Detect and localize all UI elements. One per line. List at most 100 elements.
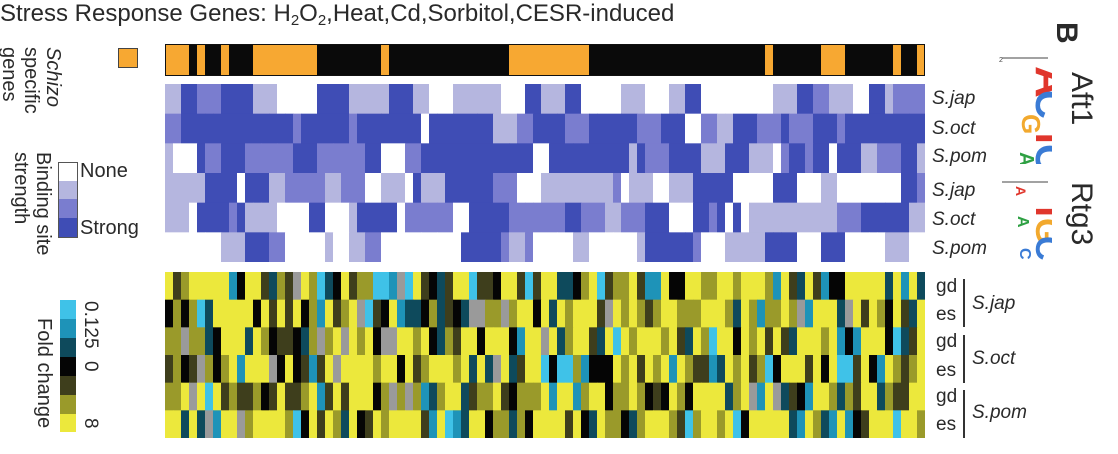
binding-cell xyxy=(669,143,678,174)
fold-cell xyxy=(829,272,838,301)
binding-cell xyxy=(781,143,790,174)
fold-cell xyxy=(773,327,782,356)
fold-cell xyxy=(469,410,478,438)
fold-cell xyxy=(349,327,358,356)
fold-cell xyxy=(357,382,366,411)
fold-cell xyxy=(757,382,766,411)
fold-cell xyxy=(725,327,734,356)
fold-cell xyxy=(261,410,270,438)
fold-cell xyxy=(749,355,758,384)
fold-cell xyxy=(205,327,214,356)
fold-cell xyxy=(357,355,366,384)
fold-cell xyxy=(389,272,398,301)
fold-cell xyxy=(245,327,254,356)
fold-cell xyxy=(381,299,390,328)
binding-cell xyxy=(349,113,358,144)
fold-cell xyxy=(189,382,198,411)
fold-cell xyxy=(477,382,486,411)
binding-cell xyxy=(725,202,734,233)
svg-text:G: G xyxy=(1028,218,1052,244)
fold-cell xyxy=(237,299,246,328)
fold-cell xyxy=(525,299,534,328)
binding-cell xyxy=(205,143,222,174)
fold-cell xyxy=(357,327,366,356)
binding-cell xyxy=(765,232,774,262)
fold-cell xyxy=(269,272,278,301)
fold-cell xyxy=(781,355,790,384)
fold-cell xyxy=(901,327,910,356)
fold-cell xyxy=(829,355,838,384)
binding-cell xyxy=(517,113,534,144)
specific-swatch xyxy=(118,48,138,68)
fold-cell xyxy=(781,272,790,301)
fold-cell xyxy=(357,272,366,301)
fold-cell xyxy=(229,327,238,356)
binding-cell xyxy=(405,143,422,174)
fold-cell xyxy=(661,299,670,328)
specific-gene-cell xyxy=(821,44,845,76)
fold-cell xyxy=(437,327,446,356)
binding-cell xyxy=(621,84,646,115)
binding-cell xyxy=(293,143,318,174)
svg-text:A: A xyxy=(1014,216,1031,228)
fold-cell xyxy=(557,299,566,328)
fold-cell xyxy=(613,355,622,384)
fold-cell xyxy=(917,327,925,356)
fold-cell xyxy=(573,355,582,384)
fold-cell xyxy=(469,299,478,328)
fold-cell xyxy=(685,382,694,411)
expr-species-label: S.jap xyxy=(972,293,1016,314)
binding-cell xyxy=(405,202,422,233)
binding-cell xyxy=(685,113,702,144)
fold-cell xyxy=(661,272,670,301)
binding-cell xyxy=(445,173,470,204)
binding-cell xyxy=(741,232,766,262)
binding-cell xyxy=(885,202,910,233)
binding-cell xyxy=(861,143,878,174)
fold-cell xyxy=(653,355,662,384)
svg-text:C: C xyxy=(1027,90,1052,119)
fold-cell xyxy=(245,410,254,438)
binding-cell xyxy=(245,173,270,204)
fold-cell xyxy=(813,272,822,301)
fold-cell xyxy=(701,272,710,301)
fold-cell xyxy=(517,355,526,384)
binding-cell xyxy=(381,173,406,204)
fold-cell xyxy=(437,272,446,301)
fold-cell xyxy=(165,355,174,384)
fold-cell xyxy=(637,327,646,356)
fold-cell xyxy=(365,410,374,438)
fold-cell xyxy=(557,272,566,301)
fold-cell xyxy=(269,299,278,328)
binding-cell xyxy=(437,232,454,262)
fold-cell xyxy=(589,410,598,438)
fold-cell xyxy=(645,299,654,328)
fold-cell xyxy=(301,327,310,356)
fold-cell xyxy=(877,299,886,328)
binding-cell xyxy=(773,84,798,115)
binding-cell xyxy=(685,232,694,262)
binding-cell xyxy=(781,173,798,204)
fold-cell xyxy=(525,382,534,411)
binding-cell xyxy=(309,202,326,233)
binding-cell xyxy=(165,84,182,115)
fold-cell xyxy=(405,382,414,411)
fold-cell xyxy=(821,272,830,301)
fold-cell xyxy=(189,327,198,356)
binding-cell xyxy=(637,143,646,174)
fold-cell xyxy=(709,410,718,438)
binding-cell xyxy=(645,232,670,262)
binding-cell xyxy=(589,143,614,174)
fold-cell xyxy=(333,382,342,411)
fold-cell xyxy=(173,272,182,301)
fold-cell xyxy=(365,299,374,328)
binding-cell xyxy=(717,84,726,115)
binding-cell xyxy=(205,232,222,262)
fold-cell xyxy=(237,272,246,301)
binding-cell xyxy=(253,84,278,115)
binding-cell xyxy=(245,113,270,144)
fold-cell xyxy=(581,299,590,328)
binding-cell xyxy=(533,202,542,233)
binding-heatmap xyxy=(165,84,925,262)
fold-cell xyxy=(837,299,846,328)
